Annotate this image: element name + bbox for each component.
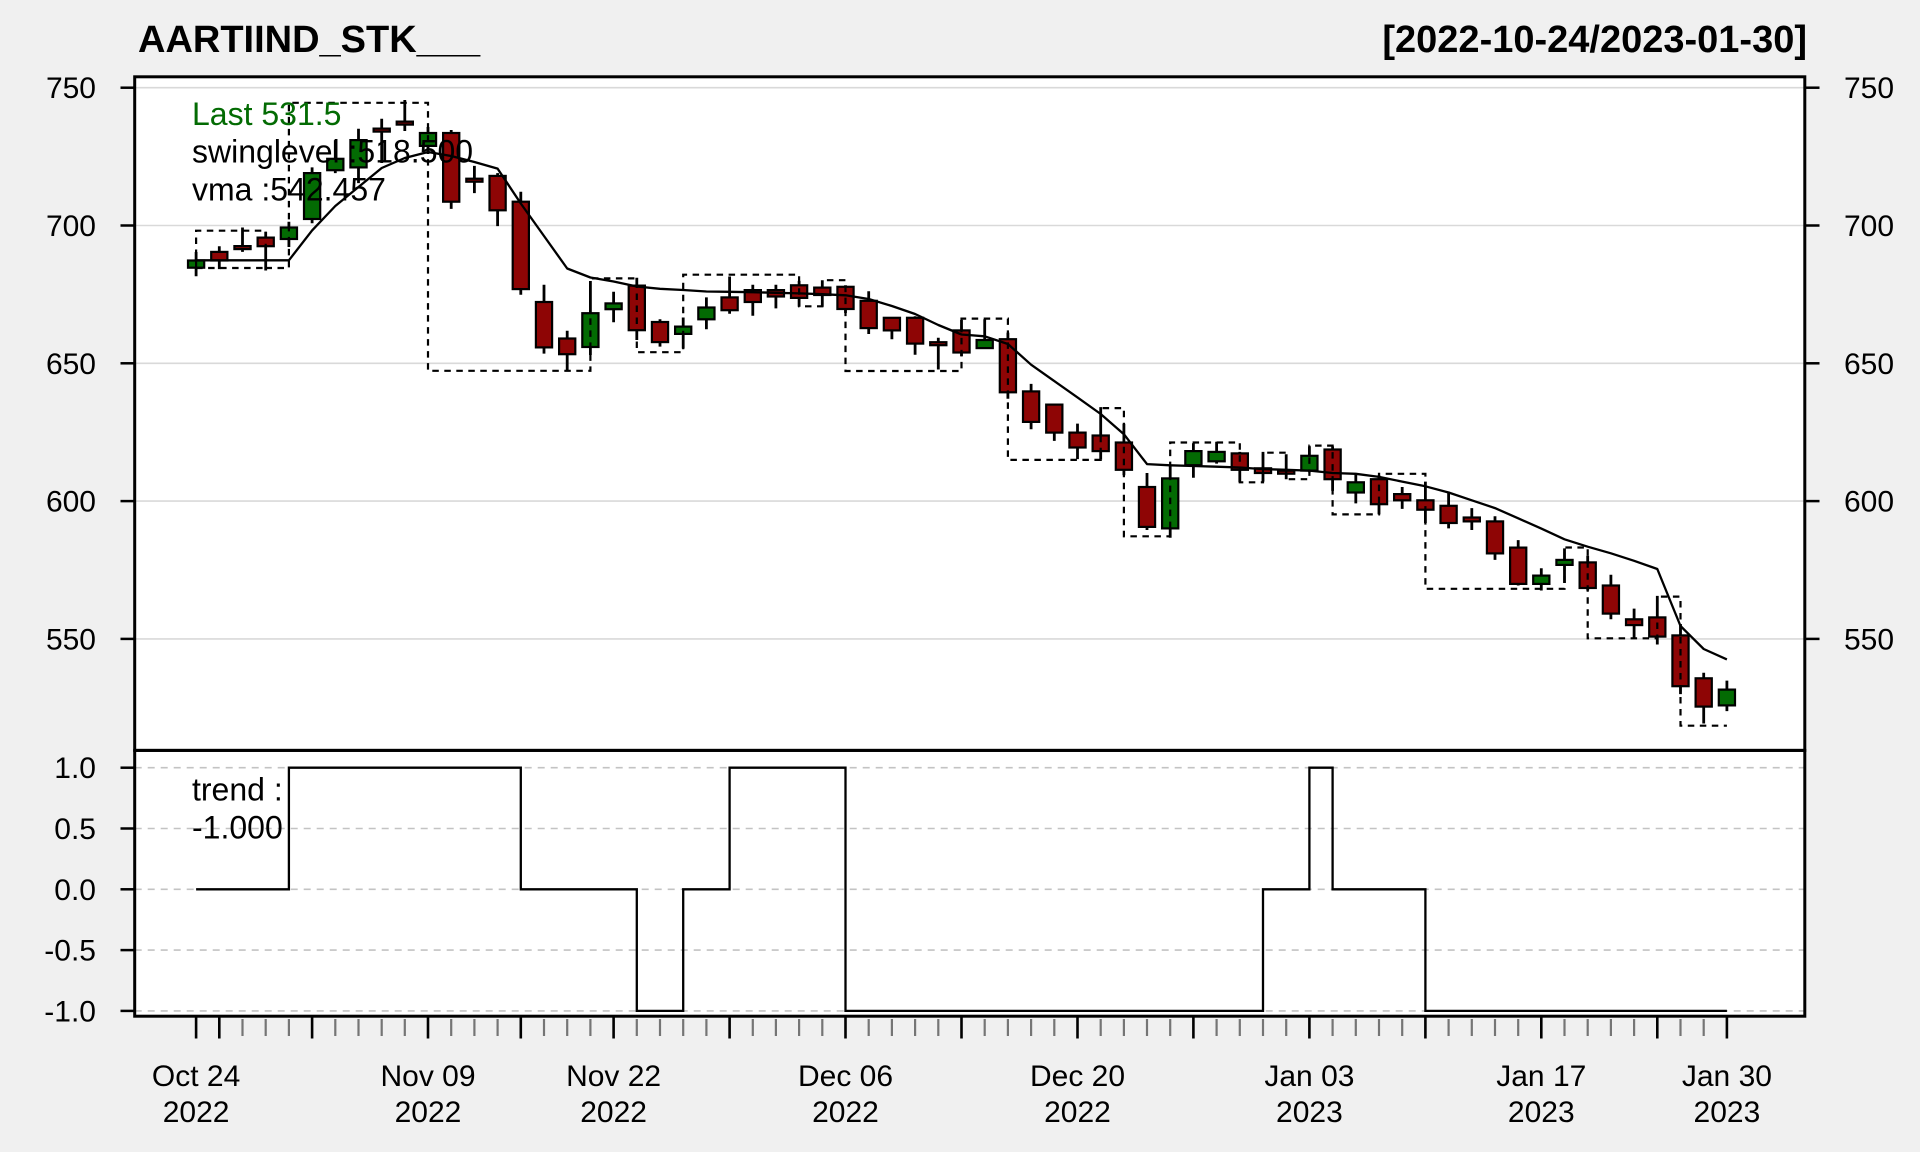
svg-text:Oct 24: Oct 24	[152, 1060, 240, 1093]
svg-text:2023: 2023	[1508, 1096, 1575, 1129]
svg-text:Last 531.5: Last 531.5	[192, 96, 341, 132]
svg-text:650: 650	[1844, 348, 1894, 381]
svg-text:AARTIIND_STK___: AARTIIND_STK___	[138, 19, 481, 61]
svg-text:750: 750	[46, 72, 96, 105]
svg-text:700: 700	[46, 210, 96, 243]
svg-text:Nov 09: Nov 09	[380, 1060, 475, 1093]
svg-text:2023: 2023	[1694, 1096, 1761, 1129]
svg-text:550: 550	[46, 623, 96, 656]
svg-text:Dec 20: Dec 20	[1030, 1060, 1125, 1093]
svg-text:2022: 2022	[580, 1096, 647, 1129]
svg-text:Jan 17: Jan 17	[1496, 1060, 1586, 1093]
svg-text:[2022-10-24/2023-01-30]: [2022-10-24/2023-01-30]	[1382, 19, 1807, 61]
svg-text:550: 550	[1844, 623, 1894, 656]
svg-text:Jan 03: Jan 03	[1264, 1060, 1354, 1093]
svg-text:2023: 2023	[1276, 1096, 1343, 1129]
svg-text:Jan 30: Jan 30	[1682, 1060, 1772, 1093]
svg-text:700: 700	[1844, 210, 1894, 243]
svg-text:2022: 2022	[163, 1096, 230, 1129]
svg-text:-1.0: -1.0	[44, 995, 96, 1028]
svg-text:2022: 2022	[1044, 1096, 1111, 1129]
svg-text:2022: 2022	[395, 1096, 462, 1129]
svg-text:-1.000: -1.000	[192, 810, 283, 846]
svg-text:-0.5: -0.5	[44, 935, 96, 968]
svg-text:600: 600	[1844, 486, 1894, 519]
svg-text:trend :: trend :	[192, 772, 283, 808]
svg-text:1.0: 1.0	[54, 752, 96, 785]
svg-text:650: 650	[46, 348, 96, 381]
svg-text:Nov 22: Nov 22	[566, 1060, 661, 1093]
svg-text:swinglevel :518.500: swinglevel :518.500	[192, 134, 473, 170]
svg-text:600: 600	[46, 486, 96, 519]
svg-text:0.0: 0.0	[54, 874, 96, 907]
svg-text:0.5: 0.5	[54, 813, 96, 846]
svg-text:Dec 06: Dec 06	[798, 1060, 893, 1093]
svg-text:2022: 2022	[812, 1096, 879, 1129]
svg-text:750: 750	[1844, 72, 1894, 105]
svg-text:vma :542.457: vma :542.457	[192, 171, 386, 207]
